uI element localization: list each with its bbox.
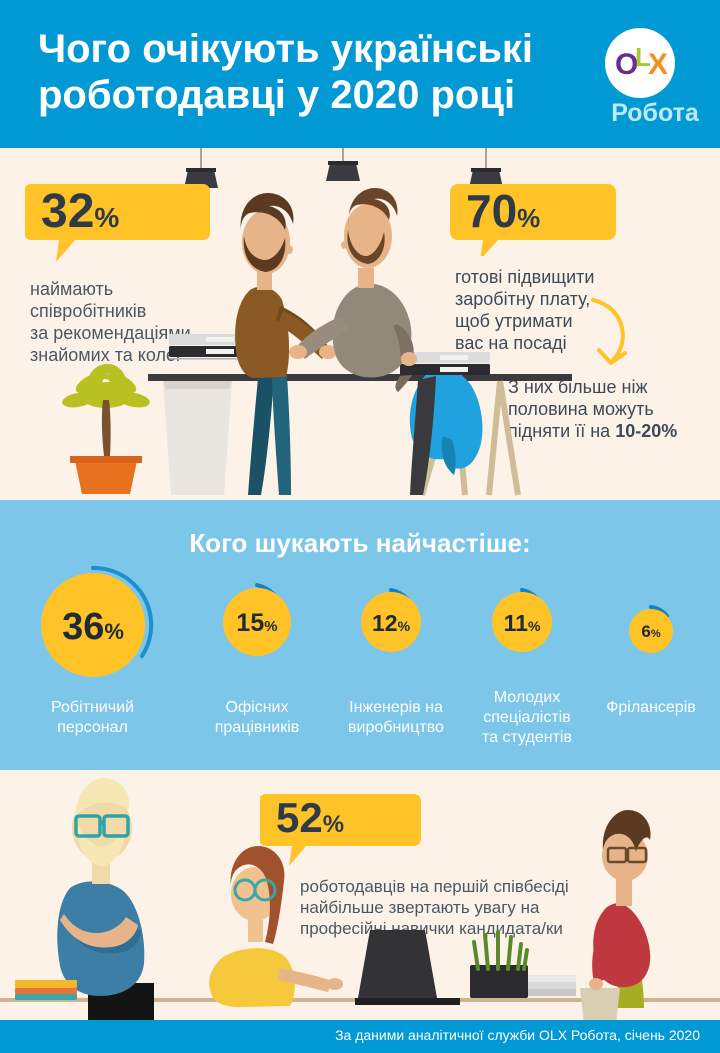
- svg-text:X: X: [648, 48, 668, 81]
